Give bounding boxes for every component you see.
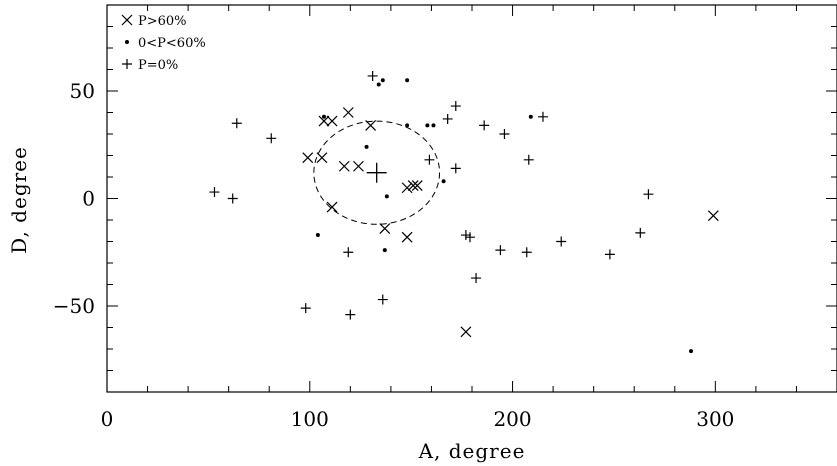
data-point-plus [464, 232, 475, 243]
data-point-plus [495, 245, 506, 256]
data-point-x [460, 326, 472, 338]
plot-frame [106, 4, 837, 393]
x-tick-label: 100 [291, 407, 329, 431]
plot-border [106, 4, 837, 393]
legend-label: 0<P<60% [138, 36, 206, 51]
series-plus [209, 70, 654, 320]
data-point-dot [689, 349, 693, 354]
y-tick-label: −50 [53, 294, 95, 318]
data-point-plus [450, 163, 461, 174]
series-dot [315, 78, 693, 354]
data-point-x [342, 107, 354, 118]
data-point-plus [424, 154, 435, 165]
data-point-plus [460, 230, 471, 241]
data-point-plus [479, 120, 490, 131]
data-point-plus [556, 236, 567, 247]
data-point-x [338, 160, 350, 172]
data-point-x [401, 231, 413, 243]
data-point-plus [442, 113, 453, 124]
x-axis-label: A, degree [418, 439, 526, 463]
data-point-x [326, 115, 338, 127]
axis-tick-labels: 0 100 200 300 −50 0 50 [53, 79, 735, 431]
data-point-x [379, 223, 391, 235]
data-point-x [401, 182, 413, 194]
data-point-dot [405, 123, 410, 128]
region-center-marker [366, 162, 387, 183]
data-points [209, 70, 719, 354]
data-point-x [302, 152, 314, 164]
data-point-plus [345, 309, 356, 320]
data-point-x [326, 201, 338, 213]
data-point-dot [384, 194, 389, 199]
data-point-dot [425, 123, 430, 128]
region-circle [313, 120, 441, 225]
data-point-x [411, 180, 423, 192]
y-tick-label: 50 [70, 79, 95, 103]
data-point-dot [315, 233, 320, 238]
legend-label: P>60% [138, 14, 187, 29]
data-point-dot [528, 114, 533, 119]
data-point-x [365, 119, 377, 131]
data-point-plus [499, 129, 510, 139]
data-point-dot [441, 179, 446, 184]
y-axis-label: D, degree [7, 146, 31, 254]
data-point-plus [604, 249, 615, 260]
data-point-plus [635, 227, 646, 238]
legend: P>60% 0<P<60% P=0% [121, 14, 206, 73]
data-point-x [318, 115, 330, 127]
data-point-plus [377, 294, 388, 305]
data-point-plus [367, 70, 378, 81]
legend-marker-dot [125, 40, 129, 44]
data-point-plus [300, 303, 311, 314]
data-point-dot [405, 78, 410, 83]
data-point-x [316, 152, 328, 164]
data-point-plus [523, 154, 534, 165]
annotations [313, 120, 441, 225]
data-point-plus [521, 247, 532, 258]
data-point-x [707, 210, 719, 222]
x-tick-label: 300 [696, 407, 734, 431]
data-point-plus [471, 273, 482, 284]
series-x [302, 107, 719, 338]
data-point-plus [537, 111, 548, 122]
data-point-dot [431, 123, 436, 128]
data-point-dot [376, 82, 381, 87]
legend-marker-plus [122, 59, 132, 69]
data-point-plus [209, 187, 220, 198]
legend-label: P=0% [138, 58, 178, 73]
data-point-plus [643, 189, 654, 200]
axis-ticks [106, 5, 837, 392]
data-point-plus [231, 118, 242, 129]
data-point-dot [364, 144, 369, 149]
legend-marker-x [121, 14, 133, 26]
data-point-plus [227, 193, 238, 204]
x-tick-label: 0 [101, 407, 114, 431]
data-point-plus [343, 247, 354, 258]
data-point-plus [266, 133, 277, 144]
data-point-dot [380, 78, 385, 83]
data-point-plus [450, 101, 461, 112]
data-point-dot [382, 248, 387, 253]
x-tick-label: 200 [493, 407, 531, 431]
data-point-x [353, 160, 364, 172]
data-point-x [407, 180, 419, 192]
data-point-dot [321, 114, 326, 119]
y-tick-label: 0 [82, 187, 95, 211]
